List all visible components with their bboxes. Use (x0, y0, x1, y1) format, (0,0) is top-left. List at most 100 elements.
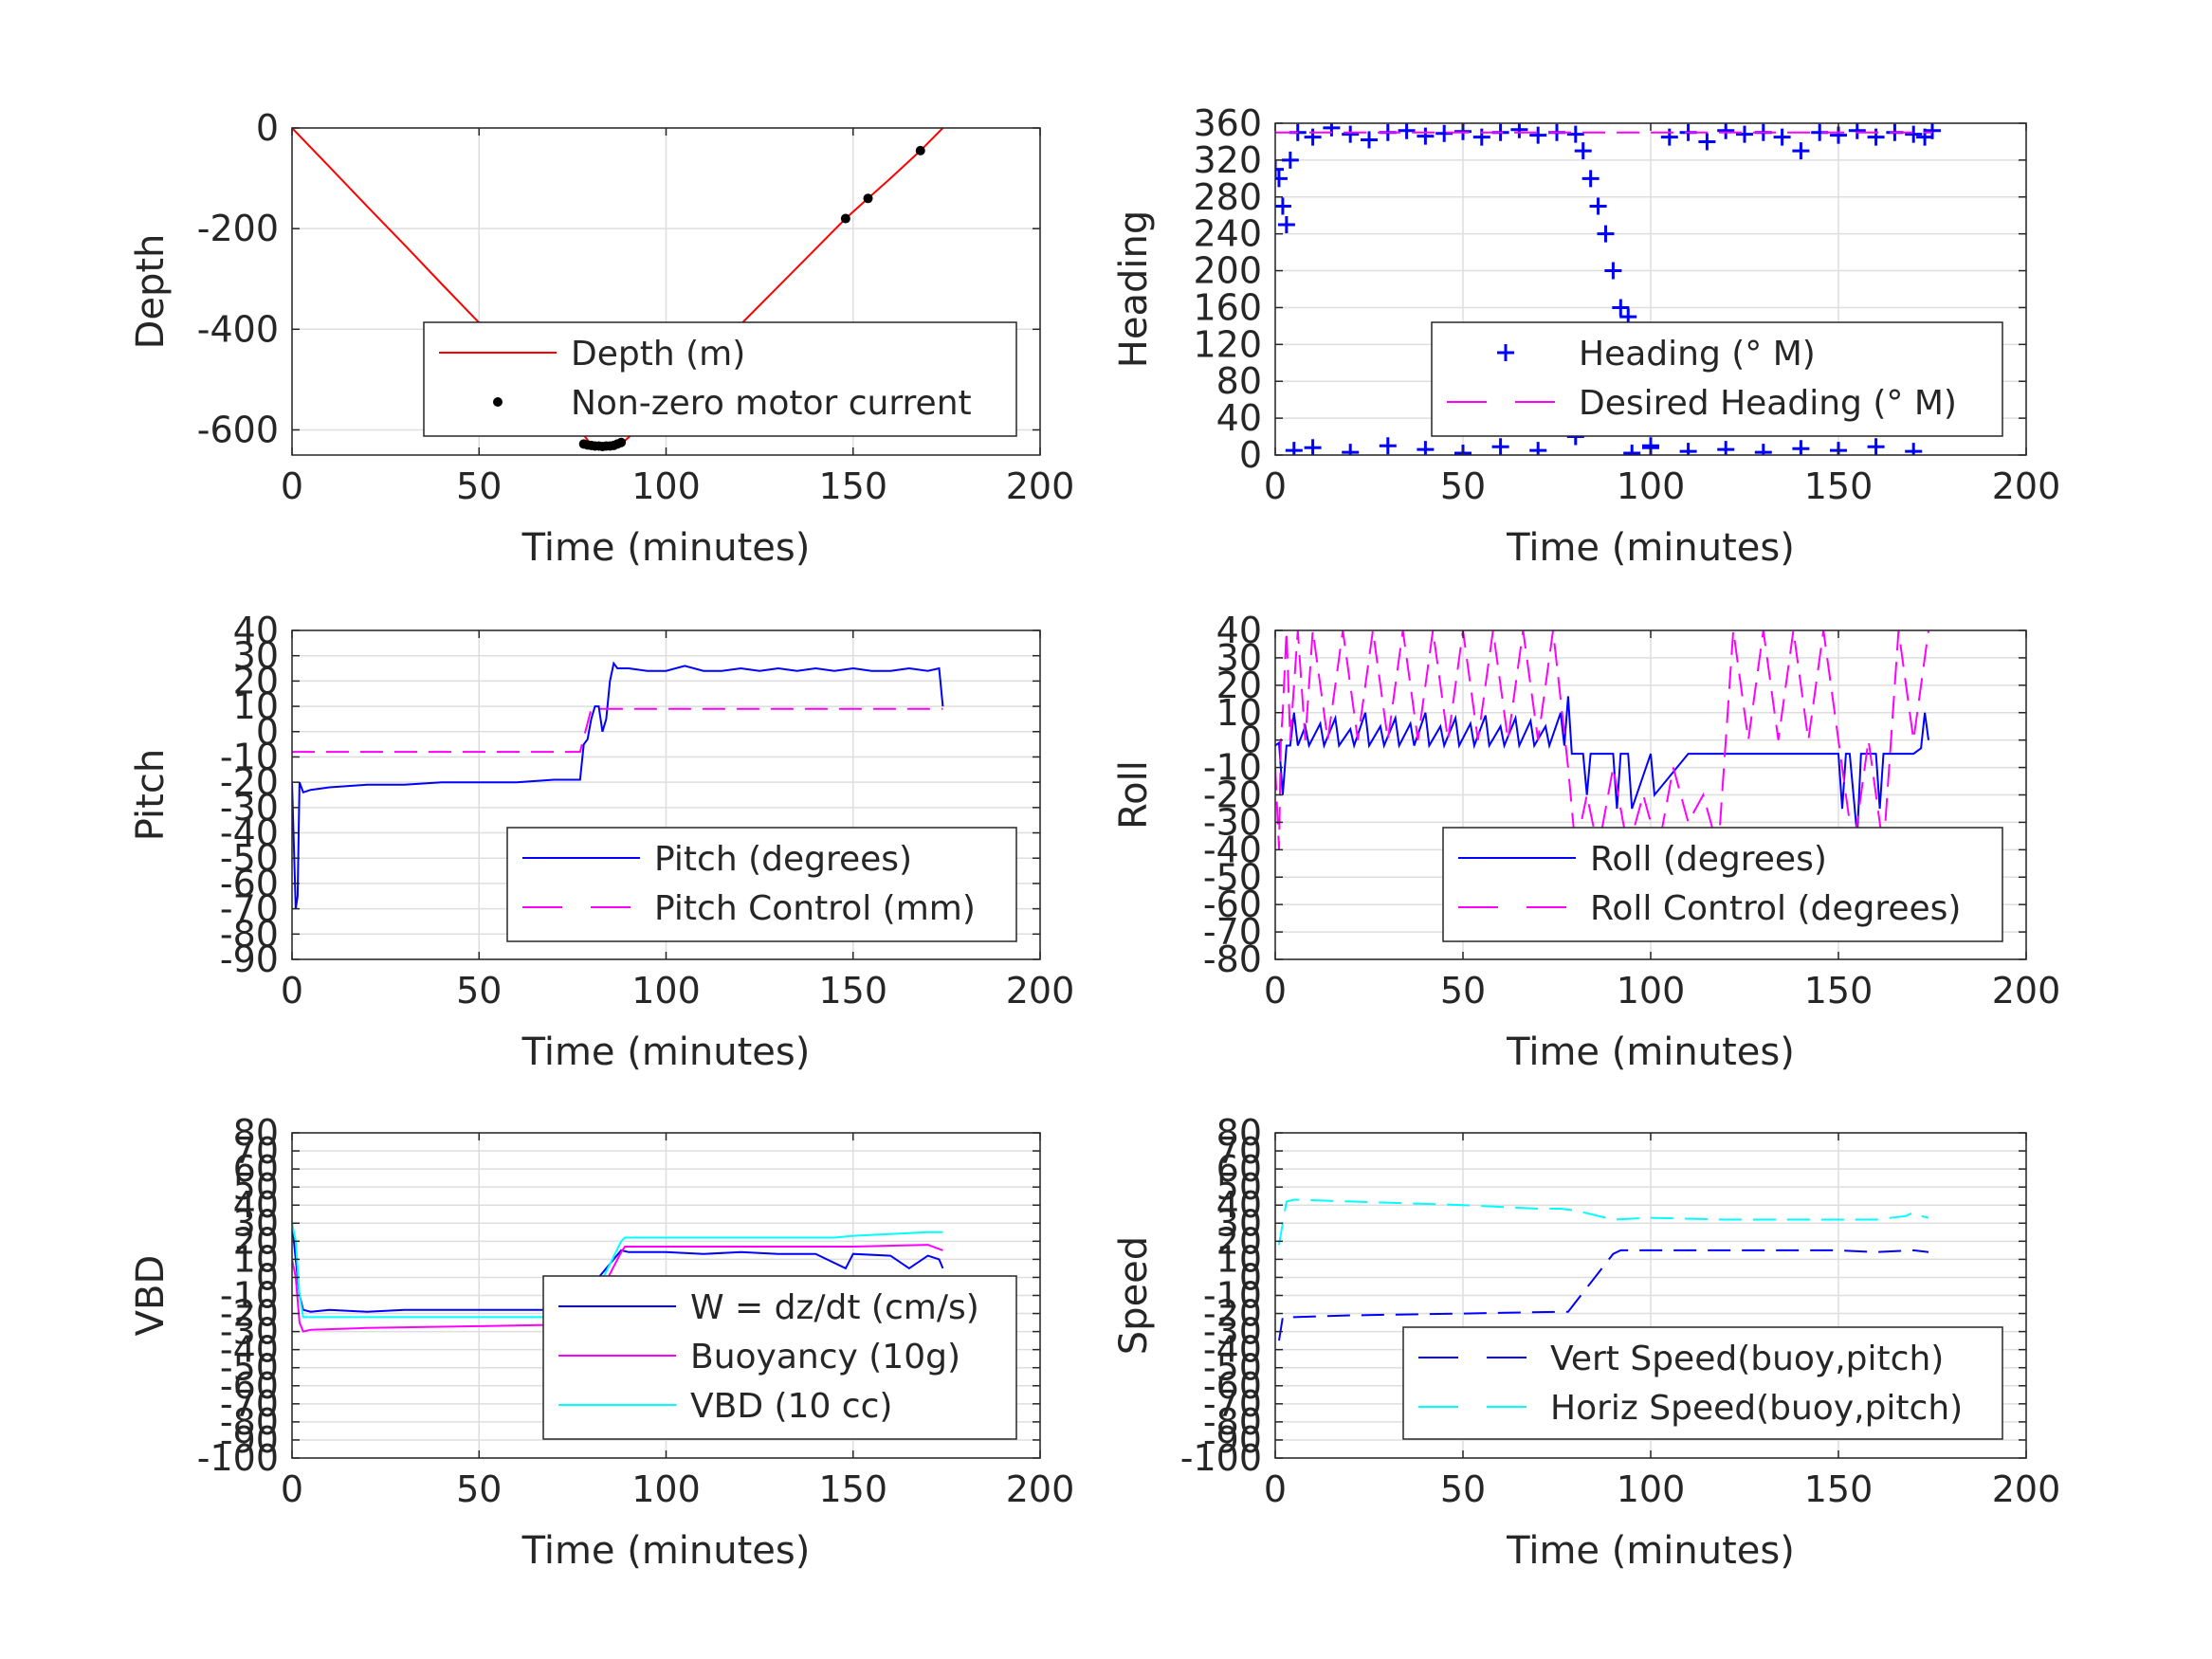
legend: Pitch (degrees) Pitch Control (mm) (506, 827, 1017, 942)
tick-label-x: 50 (1440, 465, 1486, 507)
panel-vbd: 0 50 100 150 20080706050403020100-10-20-30-4… (129, 1112, 1074, 1573)
tick-label-y: -600 (197, 409, 279, 450)
data-point (1323, 123, 1341, 137)
data-point (1905, 443, 1923, 455)
tick-label-x: 0 (1264, 465, 1287, 507)
tick-label-y: 20 (1216, 665, 1262, 706)
tick-label-y: 320 (1193, 139, 1262, 181)
legend-swatch (493, 397, 503, 407)
tick-label-y: -70 (1203, 911, 1262, 953)
data-point (1361, 131, 1378, 149)
tick-label-y: 0 (256, 107, 279, 149)
x-axis-label: Time (minutes) (1506, 1529, 1795, 1573)
tick-label-y: -70 (1203, 1383, 1262, 1425)
legend-box (542, 1275, 1017, 1440)
tick-label-y: 10 (233, 685, 279, 727)
legend-label: Pitch (degrees) (654, 840, 912, 879)
series-line-0 (1275, 696, 1929, 836)
data-point (1342, 444, 1360, 455)
series-line-0 (1278, 1249, 1929, 1341)
tick-label-y: -20 (1203, 1293, 1262, 1335)
ticks: 0 50 100 150 20080706050403020100-10-20-30-4… (197, 1112, 1075, 1510)
legend-box (1442, 827, 2003, 942)
data-point (1275, 160, 1284, 178)
tick-label-y: 70 (1216, 1130, 1262, 1172)
data-point (1581, 170, 1600, 188)
tick-label-y: 120 (1193, 323, 1262, 365)
tick-label-y: 0 (1239, 1256, 1262, 1298)
data-point (1597, 225, 1615, 243)
data-point (1679, 443, 1697, 455)
y-axis-label: Speed (1112, 1236, 1156, 1355)
tick-label-y: 280 (1193, 176, 1262, 218)
data-point (1905, 125, 1923, 143)
tick-label-y: 30 (1216, 1202, 1262, 1244)
data-point (1717, 123, 1735, 139)
tick-label-y: -60 (1203, 884, 1262, 925)
ticks: 0 50 100 150 200 0 -200 -400 -600 (197, 107, 1075, 507)
tick-label-y: 40 (1216, 610, 1262, 651)
data-point (1623, 445, 1641, 455)
tick-label-x: 150 (818, 465, 887, 507)
panel-speed: 0 50 100 150 20080706050403020100-10-20-30-4… (1112, 1112, 2060, 1573)
tick-label-y: -50 (220, 837, 279, 879)
tick-label-y: -90 (220, 1419, 279, 1461)
tick-label-y: 0 (1239, 434, 1262, 476)
tick-label-y: 60 (1216, 1148, 1262, 1190)
tick-label-y: 20 (1216, 1220, 1262, 1262)
tick-label-x: 0 (1264, 970, 1287, 1012)
y-axis-label: VBD (129, 1255, 173, 1337)
data-point (1529, 126, 1547, 144)
tick-label-x: 200 (1992, 1468, 2061, 1510)
tick-label-y: 70 (233, 1130, 279, 1172)
tick-label-y: -400 (197, 308, 279, 350)
tick-label-y: 360 (1193, 102, 1262, 144)
tick-label-y: -10 (220, 1275, 279, 1317)
tick-label-y: 20 (233, 660, 279, 702)
tick-label-x: 100 (631, 970, 701, 1012)
tick-label-y: -80 (220, 1401, 279, 1443)
tick-label-y: 80 (233, 1112, 279, 1154)
panel-heading: 0 50 100 150 20004080120160200240280320360Ti… (1112, 102, 2060, 570)
tick-label-y: -90 (220, 939, 279, 980)
data-layer (292, 128, 944, 451)
data-point (1275, 170, 1288, 188)
tick-label-x: 50 (456, 970, 502, 1012)
tick-label-x: 0 (281, 1468, 303, 1510)
tick-label-x: 200 (1006, 465, 1075, 507)
data-point (1792, 440, 1810, 455)
tick-label-y: -30 (1203, 1311, 1262, 1353)
data-point (1867, 438, 1885, 455)
tick-label-y: -20 (1203, 775, 1262, 816)
data-point (1698, 133, 1716, 151)
legend-label: VBD (10 cc) (690, 1387, 892, 1426)
data-point (1574, 142, 1592, 160)
tick-label-x: 200 (1006, 1468, 1075, 1510)
legend-box (1402, 1326, 2003, 1440)
x-axis-label: Time (minutes) (1506, 526, 1795, 570)
data-point (1275, 197, 1291, 215)
data-point (1773, 128, 1791, 146)
tick-label-x: 150 (818, 1468, 887, 1510)
tick-label-y: 160 (1193, 286, 1262, 328)
tick-label-x: 100 (1617, 465, 1686, 507)
tick-label-y: -60 (220, 863, 279, 904)
tick-label-x: 100 (631, 465, 701, 507)
legend-label: W = dz/dt (cm/s) (690, 1288, 979, 1327)
tick-label-y: -60 (220, 1365, 279, 1407)
tick-label-x: 150 (1804, 970, 1874, 1012)
tick-label-y: 40 (1216, 1184, 1262, 1226)
tick-label-y: -40 (1203, 1329, 1262, 1371)
series-line-0 (292, 661, 944, 909)
tick-label-y: 0 (1239, 720, 1262, 761)
data-point (1304, 439, 1322, 455)
legend-label: Pitch Control (mm) (654, 889, 976, 928)
data-point (840, 213, 850, 224)
data-point (1491, 438, 1509, 455)
data-point (1792, 142, 1810, 160)
data-point (1848, 123, 1866, 139)
tick-label-y: 0 (256, 711, 279, 753)
tick-label-x: 100 (1617, 970, 1686, 1012)
legend-box (423, 321, 1017, 437)
